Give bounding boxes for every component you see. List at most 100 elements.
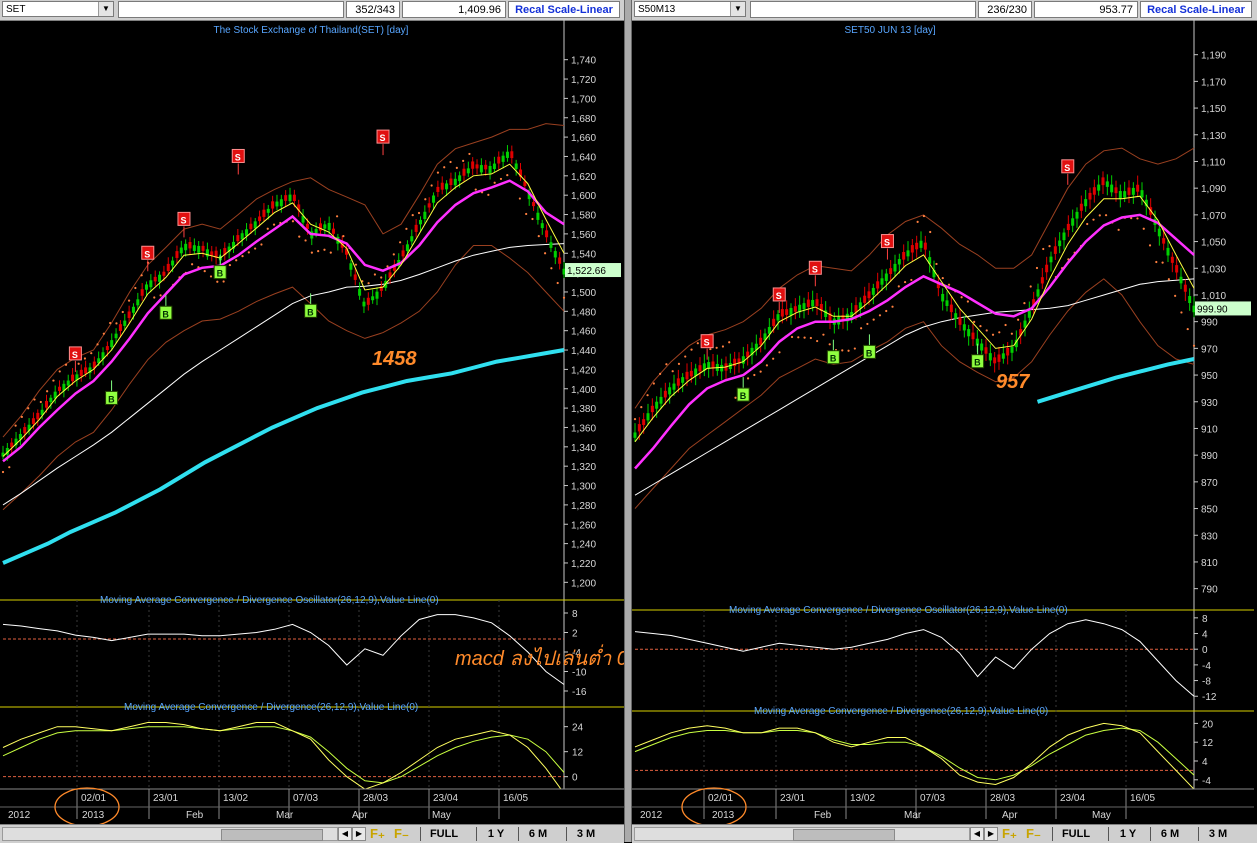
- y-tick-label: 810: [1201, 558, 1218, 569]
- sar-dot: [690, 348, 693, 351]
- candle-body: [323, 224, 327, 229]
- range-1y-button[interactable]: 1 Y: [1119, 828, 1137, 840]
- panel-splitter[interactable]: [624, 0, 632, 842]
- candle-body: [197, 245, 201, 253]
- last-price-label: 1,522.66: [567, 266, 606, 277]
- chart-panel-set: SET ▼ 352/343 1,409.96 Recal Scale-Linear…: [0, 0, 624, 843]
- sell-signal-marker: [772, 287, 786, 302]
- buy-signal-label: B: [866, 348, 873, 358]
- candle-body: [484, 164, 488, 170]
- candle-body: [655, 401, 659, 409]
- candle-body: [880, 278, 884, 285]
- sar-dot: [684, 355, 687, 358]
- candle-body: [650, 405, 654, 413]
- bar-count-field: 236/230: [978, 1, 1032, 18]
- chart-title: SET50 JUN 13 [day]: [845, 25, 936, 36]
- arrow-left-icon[interactable]: ◀: [338, 827, 352, 841]
- candle-body: [536, 212, 540, 220]
- candle-body: [1027, 310, 1031, 318]
- recal-scale-button[interactable]: Recal Scale-Linear: [508, 1, 620, 18]
- sar-dot: [417, 211, 421, 215]
- y-tick-label: 1,130: [1201, 131, 1226, 142]
- scroll-thumb[interactable]: [221, 829, 323, 841]
- futures-icon[interactable]: F₋: [1026, 826, 1041, 841]
- date-tick-label: 13/02: [223, 793, 248, 804]
- separator: [1108, 827, 1109, 841]
- symbol-select[interactable]: S50M13 ▼: [634, 1, 746, 17]
- candle-body: [358, 288, 362, 296]
- arrow-right-icon[interactable]: ▶: [352, 827, 366, 841]
- month-label: Apr: [352, 810, 368, 821]
- candle-body: [997, 354, 1001, 362]
- y-tick-label: 1,580: [571, 211, 596, 222]
- horizontal-scrollbar[interactable]: [634, 827, 970, 841]
- arrow-right-icon[interactable]: ▶: [984, 827, 998, 841]
- candle-body: [292, 194, 296, 202]
- sar-dot: [1017, 318, 1020, 321]
- chevron-down-icon[interactable]: ▼: [730, 2, 745, 16]
- separator: [566, 827, 567, 841]
- candle-body: [1058, 240, 1062, 247]
- candle-body: [763, 333, 767, 341]
- futures-icon[interactable]: F₊: [1002, 826, 1017, 841]
- range-full-button[interactable]: FULL: [1061, 828, 1091, 840]
- recal-scale-button[interactable]: Recal Scale-Linear: [1140, 1, 1252, 18]
- candle-body: [737, 358, 741, 364]
- sell-signal-marker: [700, 334, 714, 349]
- sar-dot: [696, 342, 699, 345]
- ema-mid-line: [2, 179, 565, 463]
- separator: [420, 827, 421, 841]
- sma-slow-line: [634, 278, 1195, 496]
- arrow-left-icon[interactable]: ◀: [970, 827, 984, 841]
- macd-oscillator-line: [2, 614, 565, 685]
- buy-signal-marker: [304, 303, 318, 318]
- range-1y-button[interactable]: 1 Y: [487, 828, 505, 840]
- sar-dot: [979, 325, 982, 328]
- sar-dot: [14, 424, 17, 427]
- buy-signal-marker: [862, 344, 876, 359]
- range-full-button[interactable]: FULL: [429, 828, 459, 840]
- y-tick-label: 1,090: [1201, 184, 1226, 195]
- chart-canvas: The Stock Exchange of Thailand(SET) [day…: [0, 20, 624, 824]
- horizontal-scrollbar[interactable]: [2, 827, 338, 841]
- candle-body: [205, 249, 209, 257]
- candle-body: [371, 296, 375, 301]
- buy-signal-marker: [159, 305, 173, 320]
- y-tick-label: 950: [1201, 371, 1218, 382]
- candle-body: [685, 371, 689, 380]
- chevron-down-icon[interactable]: ▼: [98, 2, 113, 16]
- sar-dot: [753, 373, 756, 377]
- scroll-thumb[interactable]: [793, 829, 895, 841]
- candle-body: [759, 337, 763, 345]
- sar-dot: [941, 276, 944, 280]
- y-tick-label: 8: [572, 609, 578, 620]
- candle-body: [379, 286, 383, 291]
- range-3m-button[interactable]: 3 M: [576, 828, 596, 840]
- range-3m-button[interactable]: 3 M: [1208, 828, 1228, 840]
- candle-body: [105, 346, 109, 351]
- candle-body: [841, 315, 845, 321]
- month-label: May: [1092, 810, 1111, 821]
- symbol-select[interactable]: SET ▼: [2, 1, 114, 17]
- candle-body: [453, 178, 457, 186]
- candle-body: [702, 363, 706, 371]
- futures-icon[interactable]: F₋: [394, 826, 409, 841]
- y-tick-label: 1,220: [571, 559, 596, 570]
- sar-dot: [866, 322, 869, 326]
- range-6m-button[interactable]: 6 M: [1160, 828, 1180, 840]
- futures-icon[interactable]: F₊: [370, 826, 385, 841]
- sar-dot: [853, 347, 856, 350]
- sar-dot: [392, 253, 395, 256]
- range-6m-button[interactable]: 6 M: [528, 828, 548, 840]
- sar-dot: [709, 347, 712, 351]
- candle-body: [392, 264, 396, 271]
- candle-body: [663, 390, 667, 398]
- candle-body: [915, 242, 919, 250]
- month-label: Apr: [1002, 810, 1018, 821]
- candle-body: [1166, 247, 1170, 256]
- candle-body: [136, 299, 140, 306]
- candle-body: [854, 305, 858, 313]
- y-tick-label: 1,680: [571, 114, 596, 125]
- sar-dot: [203, 270, 206, 273]
- candle-body: [746, 351, 750, 358]
